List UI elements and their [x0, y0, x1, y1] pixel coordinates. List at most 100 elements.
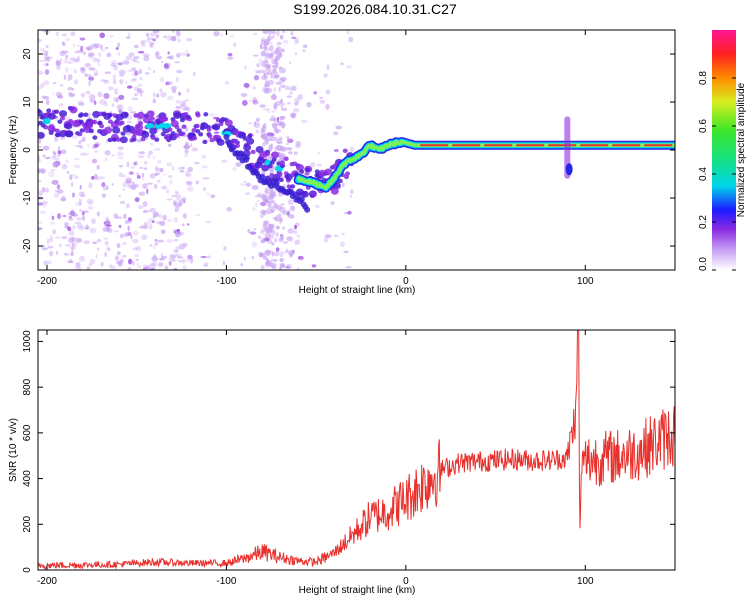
spectrogram-speckle — [45, 156, 50, 160]
spectrogram-speckle — [175, 105, 182, 110]
spectrogram-speckle — [97, 63, 101, 66]
spectrogram-speckle — [262, 141, 266, 147]
spectrogram-speckle — [155, 147, 161, 151]
spectrogram-speckle — [115, 97, 119, 103]
spectrogram-speckle — [259, 43, 263, 50]
spectrogram-speckle — [103, 93, 110, 99]
spectrogram-speckle — [118, 94, 125, 101]
spectrogram-speckle — [53, 192, 60, 199]
spectrogram-speckle — [282, 30, 285, 34]
spectrogram-speckle — [266, 70, 272, 76]
spectrogram-speckle — [180, 100, 187, 107]
spectrogram-speckle — [233, 42, 237, 47]
spectrogram-speckle — [181, 197, 187, 201]
spectrogram-speckle — [61, 42, 66, 47]
spectrogram-speckle — [173, 216, 179, 223]
spectrogram-speckle — [79, 37, 86, 41]
spectrogram-speckle — [89, 227, 97, 234]
spectrogram-speckle — [52, 81, 57, 85]
spectrogram-speckle — [117, 156, 124, 160]
spectrogram-speckle — [136, 174, 141, 179]
spectrogram-speckle — [279, 146, 286, 151]
colorbar-ticks: 0.0 0.2 0.4 0.6 0.8 — [698, 71, 736, 271]
spectrogram-speckle — [125, 36, 131, 39]
spectrogram-speckle — [76, 237, 83, 243]
spectrogram-speckle — [40, 48, 43, 51]
spectrogram-speckle — [325, 103, 330, 110]
spectrogram-blob — [59, 110, 68, 118]
colorbar: 0.0 0.2 0.4 0.6 0.8 Normalized spectral ampl… — [698, 30, 747, 271]
spectrogram-speckle — [148, 37, 154, 41]
spectrogram-speckle — [152, 30, 160, 34]
spectrogram-speckle — [213, 131, 220, 134]
spectrogram-speckle — [136, 138, 142, 143]
spectrogram-speckle — [227, 52, 233, 57]
spectrogram-speckle — [293, 230, 298, 234]
spectrogram-speckle — [274, 251, 280, 257]
spectrogram-speckle — [251, 184, 259, 190]
spectrogram-speckle — [125, 231, 132, 237]
spectrogram-blob — [255, 145, 264, 153]
y-tick-label: 1000 — [22, 330, 33, 353]
spectrogram-speckle — [182, 259, 186, 264]
spectrogram-speckle — [118, 194, 121, 198]
spectrogram-speckle — [68, 212, 71, 216]
spectrogram-speckle — [51, 155, 55, 159]
spectrogram-speckle — [182, 265, 187, 270]
spectrogram-blob — [40, 123, 46, 128]
spectrogram-speckle — [185, 180, 193, 185]
spectrogram-speckle — [184, 142, 190, 145]
spectrogram-speckle — [92, 43, 99, 50]
spectrogram-speckle — [80, 194, 86, 198]
spectrogram-speckle — [341, 232, 345, 236]
spectrogram-speckle — [64, 38, 70, 42]
spectrogram-speckle — [271, 123, 279, 127]
spectrogram-speckle — [262, 30, 269, 35]
spectrogram-speckle — [288, 236, 294, 242]
spectrogram-blob — [119, 136, 128, 144]
spectrogram-speckle — [173, 61, 181, 64]
spectrogram-blob — [299, 169, 305, 174]
spectrogram-speckle — [158, 257, 166, 261]
spectrogram-speckle — [153, 97, 156, 103]
spectrogram-speckle — [185, 127, 189, 132]
spectrogram-speckle — [50, 180, 54, 184]
spectrogram-speckle — [116, 151, 124, 157]
spectrogram-speckle — [175, 232, 181, 238]
spectrogram-speckle — [265, 261, 273, 267]
spectrogram-speckle — [63, 58, 68, 64]
spectrogram-blob — [131, 134, 137, 140]
spectrogram-speckle — [76, 216, 82, 221]
spectrogram-speckle — [319, 99, 326, 104]
spectrogram-blob — [154, 137, 160, 142]
spectrogram-speckle — [158, 213, 162, 219]
spectrogram-speckle — [333, 131, 339, 136]
spectrogram-speckle — [61, 149, 67, 154]
spectrogram-speckle — [182, 242, 188, 247]
spectrogram-speckle — [105, 185, 109, 189]
spectrogram-speckle — [135, 258, 139, 261]
spectrogram-speckle — [155, 165, 158, 171]
spectrogram-speckle — [159, 88, 163, 93]
spectrogram-speckle — [56, 31, 59, 37]
spectrogram-speckle — [293, 39, 299, 45]
spectrogram-speckle — [38, 38, 42, 43]
spectrogram-speckle — [295, 141, 302, 147]
spectrogram-speckle — [154, 241, 159, 246]
spectrogram-speckle — [313, 91, 317, 95]
spectrogram-speckle — [87, 205, 94, 210]
snr-line — [38, 330, 675, 570]
spectrogram-speckle — [253, 228, 257, 231]
spectrogram-speckle — [157, 179, 161, 183]
spectrogram-speckle — [96, 164, 100, 170]
spectrogram-speckle — [280, 203, 285, 206]
spectrogram-speckle — [166, 81, 173, 86]
spectrogram-speckle — [38, 227, 43, 231]
spectrogram-speckle — [349, 146, 355, 152]
spectrogram-blob — [191, 127, 197, 133]
spectrogram-speckle — [116, 243, 121, 249]
spectrogram-speckle — [134, 160, 138, 166]
spectrogram-speckle — [54, 136, 59, 142]
spectrogram-speckle — [48, 171, 55, 178]
